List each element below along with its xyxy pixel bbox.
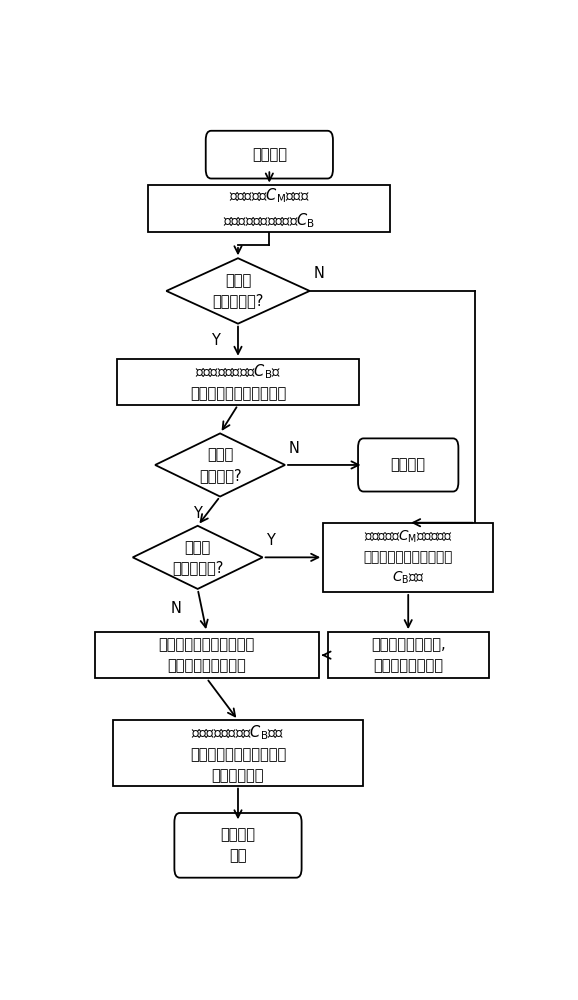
FancyBboxPatch shape xyxy=(358,438,458,492)
Bar xyxy=(113,720,364,786)
Text: 子模块电容$C_{\rm M}$继续充电、
冗余供能电路持续给电容
$C_{\rm B}$充电: 子模块电容$C_{\rm M}$继续充电、 冗余供能电路持续给电容 $C_{\r… xyxy=(364,529,453,586)
Polygon shape xyxy=(155,433,285,497)
Bar xyxy=(95,632,318,678)
Text: 电源板
卡是否启动?: 电源板 卡是否启动? xyxy=(212,273,264,309)
Text: N: N xyxy=(288,441,299,456)
Bar xyxy=(149,185,390,232)
Text: 控制板卡判断电容$C_{\rm B}$满足
合闸能量后，触发旁路，
上送旁路状态: 控制板卡判断电容$C_{\rm B}$满足 合闸能量后，触发旁路， 上送旁路状态 xyxy=(190,723,286,783)
Text: Y: Y xyxy=(193,506,202,521)
Text: 电源板卡供给电容$C_{\rm B}$、
控制板卡，冗余供能退出: 电源板卡供给电容$C_{\rm B}$、 控制板卡，冗余供能退出 xyxy=(190,362,286,401)
Text: 系统运行: 系统运行 xyxy=(391,457,426,472)
Text: 子模块电容$C_{\rm M}$预充电
冗余供能电路供给电容$C_{\rm B}$: 子模块电容$C_{\rm M}$预充电 冗余供能电路供给电容$C_{\rm B}… xyxy=(223,187,316,230)
Polygon shape xyxy=(133,526,262,589)
Bar xyxy=(117,359,359,405)
Text: 电源板
卡是否故障?: 电源板 卡是否故障? xyxy=(172,540,223,575)
Text: N: N xyxy=(313,266,324,282)
Polygon shape xyxy=(166,258,310,324)
Bar xyxy=(323,523,494,592)
FancyBboxPatch shape xyxy=(175,813,302,878)
Text: 控制板卡上送故障状态、
接收上位机旁路命令: 控制板卡上送故障状态、 接收上位机旁路命令 xyxy=(158,637,255,673)
Text: Y: Y xyxy=(266,533,275,548)
Text: Y: Y xyxy=(211,333,220,348)
Text: 电压变换电路工作,
控制板卡恢复工作: 电压变换电路工作, 控制板卡恢复工作 xyxy=(371,637,446,673)
Text: 子模块
是否故障?: 子模块 是否故障? xyxy=(199,447,242,483)
Bar xyxy=(328,632,489,678)
Text: 系统继续
运行: 系统继续 运行 xyxy=(220,828,255,863)
FancyBboxPatch shape xyxy=(206,131,333,179)
Text: N: N xyxy=(171,601,181,616)
Text: 模块启动: 模块启动 xyxy=(252,147,287,162)
